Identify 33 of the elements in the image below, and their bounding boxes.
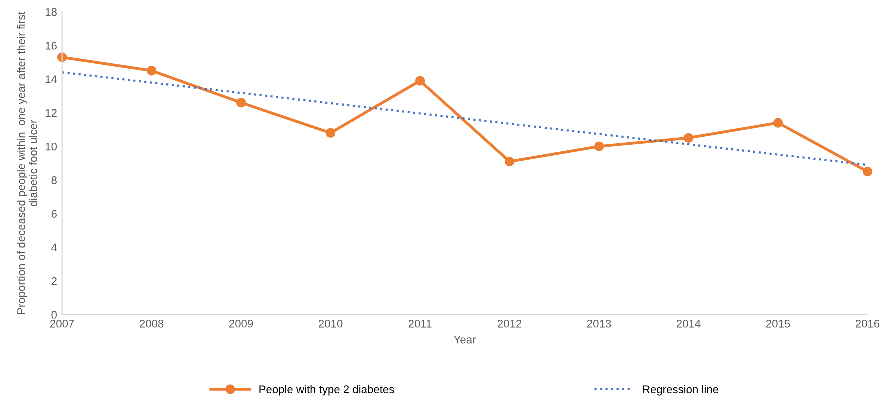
y-tick-label: 12 xyxy=(46,109,57,117)
point xyxy=(684,133,694,144)
x-tick-label: 2007 xyxy=(50,320,74,328)
y-tick-label: 16 xyxy=(46,42,57,50)
point xyxy=(862,166,873,177)
y-tick-label: 4 xyxy=(52,244,58,252)
y-tick-label: 6 xyxy=(52,210,57,218)
point xyxy=(326,128,336,138)
legend-label: People with type 2 diabetes xyxy=(260,385,394,396)
y-axis-title: Proportion of deceased people within one year after their first diabetic foot ulcer xyxy=(17,12,38,314)
legend-label: Regression line xyxy=(643,385,719,396)
point xyxy=(146,66,157,76)
x-tick-label: 2008 xyxy=(140,320,164,328)
point xyxy=(415,76,426,86)
y-tick-label: 18 xyxy=(46,8,57,16)
point xyxy=(236,98,246,108)
y-tick-label: 10 xyxy=(46,142,58,151)
point xyxy=(594,142,604,152)
x-axis-title: Year xyxy=(454,336,476,344)
x-tick-label: 2009 xyxy=(229,320,254,328)
point xyxy=(504,156,515,167)
x-tick-label: 2015 xyxy=(766,320,790,328)
y-tick-label: 14 xyxy=(46,76,58,84)
x-tick-label: 2014 xyxy=(676,320,701,328)
y-tick-label: 8 xyxy=(52,176,57,184)
x-tick-label: 2013 xyxy=(587,320,612,328)
x-tick-label: 2010 xyxy=(318,320,343,328)
x-tick-label: 2016 xyxy=(856,320,880,328)
y-tick-label: 2 xyxy=(52,277,57,286)
x-tick-label: 2011 xyxy=(408,320,432,328)
y-tick-label: 0 xyxy=(52,311,58,319)
point xyxy=(773,118,784,128)
x-tick-label: 2012 xyxy=(498,320,522,328)
